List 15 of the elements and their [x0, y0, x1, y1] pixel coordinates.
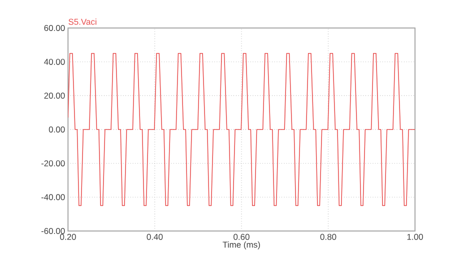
x-tick-label: 0.20 — [60, 234, 76, 240]
y-tick-label: -40.00 — [41, 194, 65, 200]
y-tick-label: -20.00 — [41, 160, 65, 166]
x-tick-label: 0.80 — [320, 234, 336, 240]
line-series — [68, 52, 415, 206]
y-tick-label: 0.00 — [48, 126, 65, 132]
y-tick-label: 60.00 — [44, 24, 65, 31]
x-axis-title: Time (ms) — [222, 241, 260, 250]
x-tick-label: 1.00 — [407, 234, 423, 240]
y-tick-label: -60.00 — [41, 228, 65, 234]
y-tick-label: 40.00 — [44, 58, 65, 65]
x-tick-label: 0.40 — [146, 234, 163, 240]
y-tick-label: 20.00 — [44, 92, 65, 99]
text: S5.Vaci — [68, 18, 96, 25]
x-tick-label: 0.60 — [234, 234, 250, 240]
